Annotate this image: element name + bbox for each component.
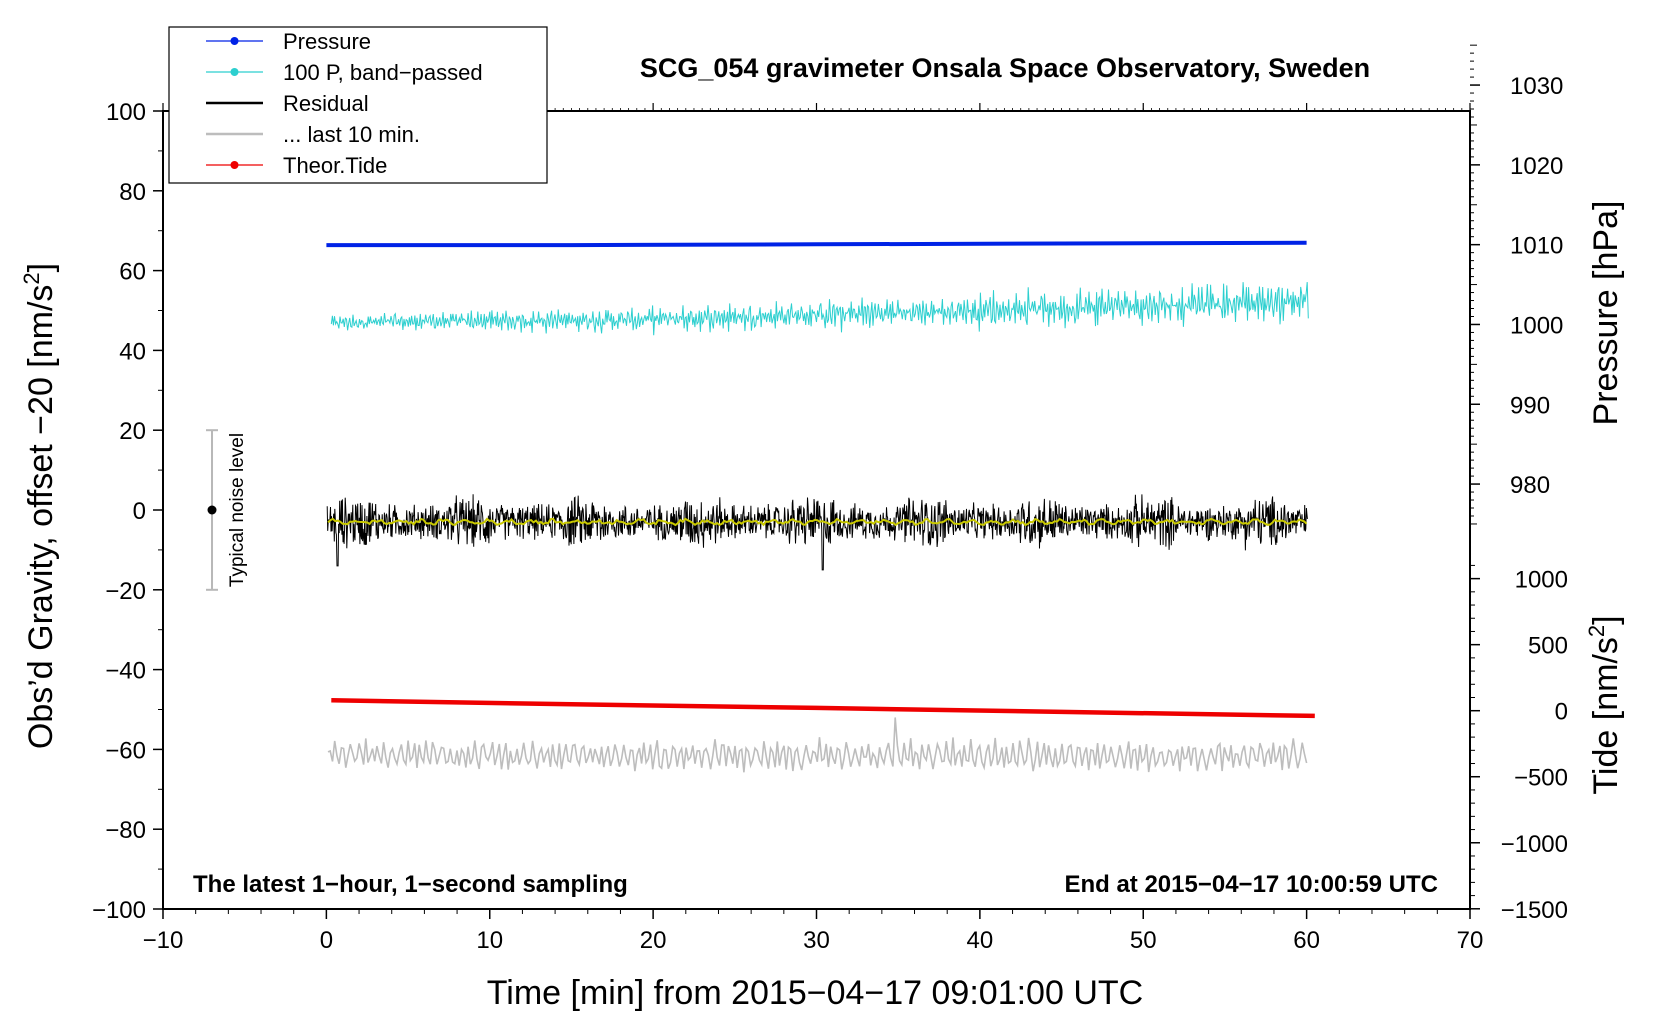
- y-tick-label: 0: [133, 498, 146, 525]
- y-tick-label: −100: [92, 897, 146, 924]
- y-tick-label: −40: [105, 658, 146, 685]
- noise-level-label: Typical noise level: [227, 433, 248, 587]
- pressure-tick-label: 1030: [1510, 73, 1563, 100]
- y-tick-label: 40: [119, 338, 146, 365]
- series-residual-smoothed: [327, 517, 1308, 527]
- y-tick-label: −20: [105, 578, 146, 605]
- x-tick-label: 60: [1293, 927, 1320, 954]
- x-tick-label: −10: [143, 927, 184, 954]
- x-axis-title: Time [min] from 2015−04−17 09:01:00 UTC: [487, 974, 1143, 1012]
- pressure-tick-label: 990: [1510, 392, 1550, 419]
- pressure-tick-label: 1020: [1510, 153, 1563, 180]
- noise-bar-center: [207, 505, 217, 515]
- chart-title: SCG_054 gravimeter Onsala Space Observat…: [640, 53, 1370, 83]
- x-tick-label: 20: [640, 927, 667, 954]
- sampling-annotation: The latest 1−hour, 1−second sampling: [193, 871, 628, 898]
- right-y-axes: 1030 1020 1010 1000 990 980 1000 500 0 −500 −1000 −…: [1470, 44, 1568, 924]
- legend-marker: [230, 161, 239, 169]
- end-time-annotation: End at 2015−04−17 10:00:59 UTC: [1064, 871, 1438, 898]
- tide-tick-label: 0: [1555, 699, 1568, 726]
- pressure-tick-label: 1010: [1510, 233, 1563, 260]
- y-tick-label: −60: [105, 737, 146, 764]
- series-theoretical-tide: [331, 698, 1315, 719]
- tide-tick-label: 500: [1528, 633, 1568, 660]
- y-tick-label: 60: [119, 259, 146, 286]
- tide-tick-label: −500: [1514, 765, 1568, 792]
- legend-label: Pressure: [283, 29, 371, 54]
- y-tick-label: 20: [119, 418, 146, 445]
- series-last-10-min: [327, 717, 1308, 773]
- y-tick-label: 100: [106, 99, 146, 126]
- legend: Pressure 100 P, band−passed Residual ... la…: [168, 26, 548, 184]
- x-tick-label: 50: [1130, 927, 1157, 954]
- x-tick-label: 10: [476, 927, 503, 954]
- x-tick-label: 40: [967, 927, 994, 954]
- legend-box: [168, 26, 548, 184]
- left-y-axis-title: Obs’d Gravity, offset −20 [nm/s2]: [19, 263, 60, 749]
- x-tick-label: 0: [320, 927, 333, 954]
- tide-tick-label: 1000: [1515, 567, 1568, 594]
- series-pressure: [326, 240, 1307, 248]
- left-y-axis: 100 80 60 40 20 0 −20 −40 −60 −80 −100: [92, 99, 163, 924]
- pressure-axis-title: Pressure [hPa]: [1587, 201, 1625, 426]
- legend-marker: [230, 37, 239, 45]
- legend-marker: [230, 68, 239, 76]
- legend-label: Theor.Tide: [283, 153, 387, 178]
- series-band-passed-pressure: [330, 282, 1309, 336]
- pressure-tick-label: 980: [1510, 472, 1550, 499]
- series-residual: [326, 494, 1308, 571]
- tide-axis-title: Tide [nm/s2]: [1584, 615, 1625, 794]
- y-tick-label: −80: [105, 817, 146, 844]
- noise-level-bar: Typical noise level: [206, 429, 248, 591]
- legend-label: ... last 10 min.: [283, 122, 420, 147]
- data-series: [326, 240, 1315, 773]
- x-tick-label: 70: [1457, 927, 1484, 954]
- tide-tick-label: −1500: [1501, 897, 1568, 924]
- tide-tick-label: −1000: [1501, 831, 1568, 858]
- y-tick-label: 80: [119, 179, 146, 206]
- x-tick-label: 30: [803, 927, 830, 954]
- legend-label: Residual: [283, 91, 369, 116]
- pressure-tick-label: 1000: [1510, 312, 1563, 339]
- legend-label: 100 P, band−passed: [283, 60, 483, 85]
